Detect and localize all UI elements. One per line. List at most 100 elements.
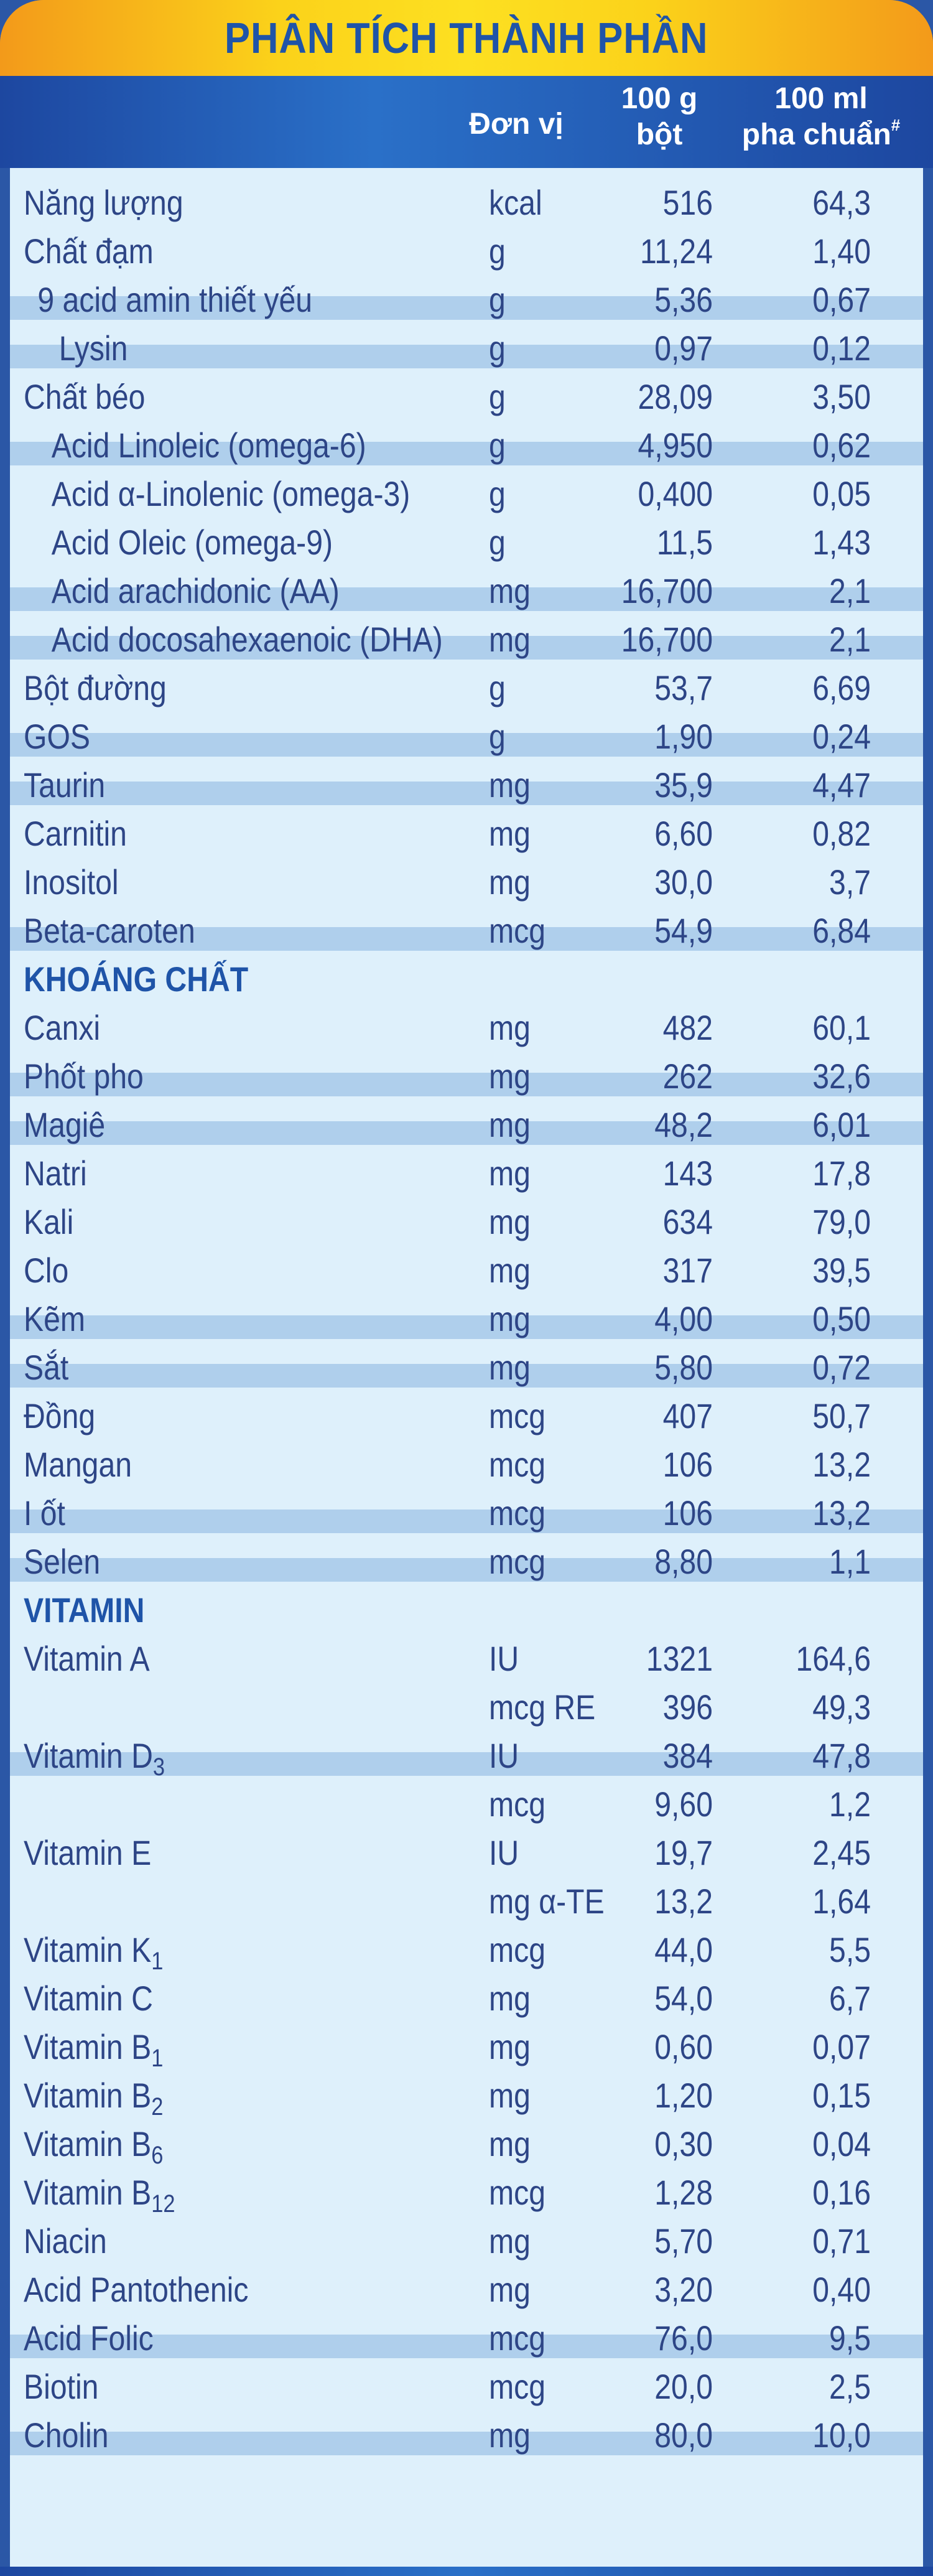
nutrient-name: Vitamin C — [24, 1979, 153, 2018]
nutrient-name: Vitamin B12 — [24, 2173, 175, 2218]
per-100g-value: 143 — [662, 1154, 713, 1193]
per-100g-value: 11,24 — [640, 231, 713, 271]
per-100ml-value: 0,04 — [812, 2124, 871, 2163]
per-100g-value: 384 — [662, 1736, 713, 1775]
per-100ml-value: 3,7 — [829, 862, 871, 902]
nutrient-subscript: 1 — [151, 2045, 164, 2072]
section-title: VITAMIN — [24, 1590, 144, 1630]
per-100ml-value: 79,0 — [812, 1202, 871, 1241]
unit-cell: mg α-TE — [489, 1882, 605, 1921]
nutrient-name-text: Phốt pho — [24, 1057, 144, 1096]
row-highlight — [10, 2335, 923, 2358]
unit-cell: mg — [489, 1251, 531, 1290]
nutrient-name: I ốt — [24, 1493, 65, 1533]
per-100g-value: 4,950 — [638, 426, 713, 465]
per-100ml-value: 6,7 — [829, 1979, 871, 2018]
title-bar: PHÂN TÍCH THÀNH PHẦN — [0, 0, 933, 76]
nutrient-name-text: Selen — [24, 1542, 101, 1581]
nutrient-subscript: 6 — [151, 2142, 164, 2169]
nutrient-name: Kali — [24, 1202, 73, 1242]
nutrient-subscript: 3 — [152, 1753, 165, 1781]
per-100ml-value: 1,40 — [812, 231, 871, 271]
unit-cell: mcg RE — [489, 1687, 596, 1727]
table-row: Acid α-Linolenic (omega-3) g 0,400 0,05 — [10, 468, 923, 516]
unit-cell: mg — [489, 2221, 531, 2261]
per-100g-value: 0,400 — [638, 474, 713, 513]
table-row: Chất đạm g 11,24 1,40 — [10, 225, 923, 274]
nutrient-name: Mangan — [24, 1445, 132, 1485]
per-100ml-value: 0,62 — [812, 426, 871, 465]
nutrient-name-text: Vitamin C — [24, 1979, 153, 2018]
nutrient-name-text: Vitamin A — [24, 1639, 150, 1678]
header-per-100g-powder: 100 g bột — [591, 81, 728, 153]
table-row: Sắt mg 5,80 0,72 — [10, 1342, 923, 1390]
per-100g-value: 6,60 — [654, 814, 713, 853]
table-row: Vitamin B6 mg 0,30 0,04 — [10, 2118, 923, 2169]
unit-cell: mg — [489, 1057, 531, 1096]
nutrient-subscript: 12 — [151, 2190, 175, 2218]
nutrient-name: Acid docosahexaenoic (DHA) — [24, 620, 443, 660]
unit-cell: mcg — [489, 2318, 545, 2358]
nutrient-name-text: Acid docosahexaenoic (DHA) — [51, 620, 443, 659]
per-100ml-value: 64,3 — [812, 183, 871, 222]
table-row: Acid Pantothenic mg 3,20 0,40 — [10, 2264, 923, 2312]
unit-cell: mg — [489, 1979, 531, 2018]
per-100ml-value: 2,5 — [829, 2367, 871, 2406]
nutrient-name-text: Acid α-Linolenic (omega-3) — [51, 474, 411, 513]
unit-cell: mcg — [489, 1493, 545, 1533]
bottom-border — [0, 2567, 933, 2576]
table-row: Taurin mg 35,9 4,47 — [10, 759, 923, 808]
per-100ml-value: 32,6 — [812, 1057, 871, 1096]
per-100g-value: 516 — [662, 183, 713, 222]
row-highlight — [10, 782, 923, 805]
unit-cell: mg — [489, 2124, 531, 2163]
unit-cell: mg — [489, 620, 531, 659]
row-highlight — [10, 1752, 923, 1776]
header-per-100g-line2: bột — [636, 118, 683, 151]
nutrient-name-text: Inositol — [24, 862, 119, 902]
table-row: Vitamin B12 mcg 1,28 0,16 — [10, 2167, 923, 2218]
per-100ml-value: 50,7 — [812, 1396, 871, 1435]
per-100ml-value — [751, 1590, 871, 1630]
nutrient-name: Vitamin D3 — [24, 1736, 165, 1781]
unit-cell: g — [489, 231, 506, 271]
per-100ml-value: 1,1 — [829, 1542, 871, 1581]
nutrient-name: Carnitin — [24, 814, 127, 854]
nutrient-name: Clo — [24, 1251, 68, 1290]
nutrient-name-text: Biotin — [24, 2367, 99, 2406]
nutrient-name-text: Niacin — [24, 2221, 107, 2261]
unit-cell: mg — [489, 862, 531, 902]
per-100ml-value: 0,24 — [812, 717, 871, 756]
nutrient-name: Selen — [24, 1542, 100, 1582]
unit-cell: mg — [489, 2270, 531, 2309]
unit-cell: mcg — [489, 1930, 545, 1969]
table-row: Acid Folic mcg 76,0 9,5 — [10, 2312, 923, 2361]
section-heading-row: VITAMIN — [10, 1584, 923, 1633]
unit-cell: mg — [489, 2415, 531, 2455]
per-100g-value: 1321 — [646, 1639, 713, 1678]
per-100g-value: 1,90 — [654, 717, 713, 756]
per-100g-value: 20,0 — [654, 2367, 713, 2406]
nutrient-name-text: I ốt — [24, 1493, 65, 1533]
per-100g-value: 1,20 — [654, 2076, 713, 2115]
table-header: Đơn vị 100 g bột 100 ml pha chuẩn# — [0, 76, 933, 168]
unit-cell: IU — [489, 1639, 519, 1678]
table-row: Vitamin C mg 54,0 6,7 — [10, 1972, 923, 2021]
nutrient-name-text: Canxi — [24, 1008, 101, 1047]
nutrient-name-text: Acid Linoleic (omega-6) — [51, 426, 366, 465]
nutrient-name: 9 acid amin thiết yếu — [24, 280, 312, 320]
unit-cell: IU — [489, 1736, 519, 1775]
nutrient-name-text: Acid Oleic (omega-9) — [51, 523, 333, 562]
unit-cell: mg — [489, 1202, 531, 1241]
table-row: Phốt pho mg 262 32,6 — [10, 1050, 923, 1099]
nutrient-name: Bột đường — [24, 668, 167, 708]
unit-cell: g — [489, 474, 506, 513]
table-row: Biotin mcg 20,0 2,5 — [10, 2361, 923, 2409]
table-row: Acid docosahexaenoic (DHA) mg 16,700 2,1 — [10, 614, 923, 662]
table-row: mcg 9,60 1,2 — [10, 1778, 923, 1827]
nutrient-name: Magiê — [24, 1105, 105, 1145]
unit-cell: g — [489, 280, 506, 319]
nutrient-name: Vitamin B6 — [24, 2124, 163, 2169]
nutrient-name-text: Acid Pantothenic — [24, 2270, 249, 2309]
